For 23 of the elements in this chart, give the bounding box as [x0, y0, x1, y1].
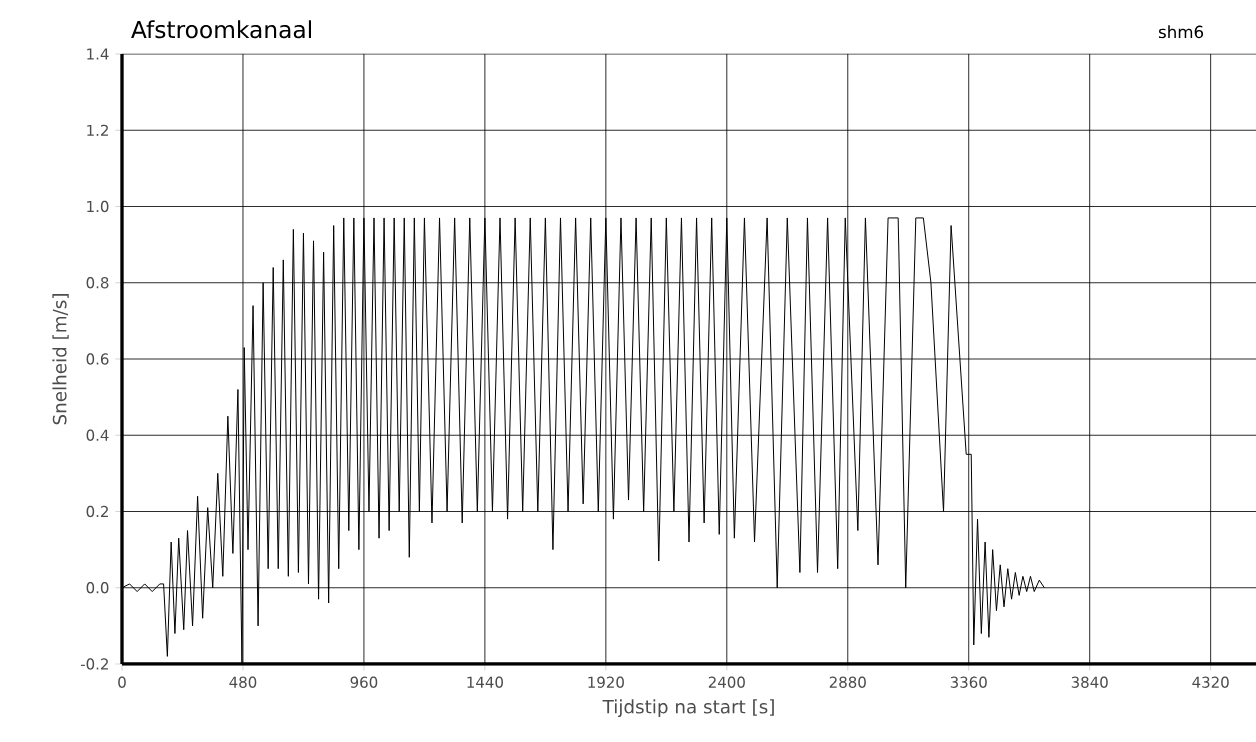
y-tick-label: 0.0	[86, 582, 109, 594]
x-axis-title: Tijdstip na start [s]	[602, 699, 774, 718]
y-tick-label: 0.2	[86, 505, 108, 518]
x-tick-label: 2880	[829, 676, 866, 688]
y-tick-label: 0.4	[86, 429, 109, 441]
y-tick-label: 1.4	[87, 48, 109, 60]
y-tick-label: -0.2	[80, 658, 108, 670]
y-axis-title: Snelheid [m/s]	[52, 294, 69, 425]
y-tick-label: 0.8	[86, 277, 109, 289]
x-tick-label: 960	[350, 676, 378, 688]
x-tick-label: 0	[118, 676, 126, 688]
y-tick-label: 0.6	[86, 353, 109, 365]
y-tick-label: 1.2	[87, 124, 108, 136]
x-tick-label: 1920	[588, 676, 624, 688]
x-tick-label: 3360	[950, 676, 987, 688]
chart-title: Afstroomkanaal	[131, 20, 311, 39]
x-tick-label: 1440	[467, 676, 503, 688]
x-tick-label: 3840	[1071, 676, 1108, 688]
x-tick-label: 4320	[1192, 676, 1229, 688]
x-tick-label: 2400	[708, 676, 745, 688]
x-tick-label: 480	[229, 676, 257, 688]
chart-subtitle: shm6	[1158, 25, 1204, 39]
y-tick-label: 1.0	[87, 200, 109, 213]
